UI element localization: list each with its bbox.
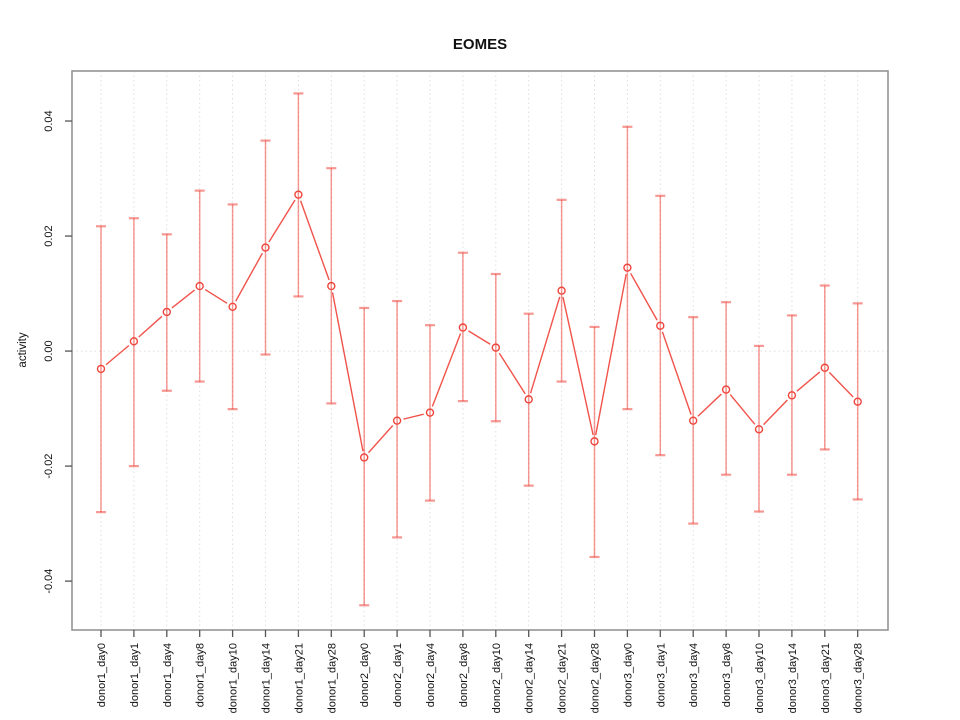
series-segment	[235, 252, 263, 302]
series-segment	[204, 288, 228, 304]
axis-layer: -0.04 -0.02 0.00 0.02 0.04 donor1_day0 donor1_…	[43, 110, 865, 713]
data-point	[656, 321, 665, 330]
x-tick-label: donor2_day0	[359, 643, 371, 707]
series-segment	[661, 331, 692, 415]
x-tick-label: donor2_day28	[590, 643, 602, 713]
x-tick-label: donor1_day1	[129, 643, 141, 707]
data-point	[689, 416, 698, 425]
series-segment	[796, 371, 821, 392]
data-point	[261, 243, 270, 252]
data-point	[754, 425, 764, 434]
x-tick-label: donor2_day10	[491, 643, 503, 713]
grid-layer	[72, 71, 888, 630]
series-segment	[138, 315, 163, 338]
data-point	[327, 281, 336, 291]
data-point	[195, 281, 204, 291]
data-point	[458, 323, 468, 332]
data-point	[129, 337, 139, 346]
x-tick-label: donor3_day14	[787, 643, 799, 713]
x-tick-label: donor1_day4	[162, 643, 174, 707]
x-tick-label: donor1_day14	[261, 643, 273, 713]
data-point-layer	[96, 190, 862, 462]
series-line-layer	[105, 199, 854, 454]
series-segment	[268, 199, 296, 243]
plot-frame-layer	[71, 70, 889, 631]
series-segment	[729, 394, 756, 425]
x-tick-label: donor3_day4	[688, 643, 700, 707]
x-tick-label: donor1_day21	[293, 643, 305, 713]
series-segment	[697, 393, 722, 417]
data-point	[425, 408, 435, 417]
x-tick-label: donor3_day1	[655, 643, 667, 707]
x-tick-label: donor3_day8	[721, 643, 733, 707]
y-tick-label: 0.04	[43, 110, 55, 131]
data-point	[787, 391, 797, 400]
chart-title: EOMES	[453, 36, 507, 53]
series-segment	[498, 352, 526, 395]
x-tick-label: donor2_day8	[458, 643, 470, 707]
data-point	[590, 437, 599, 446]
series-segment	[403, 413, 424, 420]
data-point	[853, 397, 862, 406]
data-point	[721, 385, 731, 394]
data-point	[96, 364, 106, 374]
x-tick-label: donor3_day10	[754, 643, 766, 713]
series-segment	[562, 296, 594, 436]
y-axis-label: activity	[17, 332, 29, 367]
series-segment	[105, 344, 130, 366]
series-segment	[468, 330, 491, 345]
series-segment	[828, 371, 854, 398]
series-segment	[629, 272, 658, 321]
data-point	[360, 453, 369, 462]
x-tick-label: donor3_day28	[853, 643, 865, 713]
data-point	[228, 302, 237, 311]
x-tick-label: donor1_day8	[195, 643, 207, 707]
y-tick-label: -0.02	[43, 454, 55, 479]
x-tick-label: donor2_day14	[524, 643, 536, 713]
x-tick-label: donor1_day10	[228, 643, 240, 713]
data-point	[820, 363, 829, 372]
x-tick-label: donor2_day4	[425, 643, 437, 707]
series-segment	[299, 200, 330, 281]
plot-frame	[71, 70, 889, 631]
series-segment	[331, 292, 364, 452]
y-tick-label: 0.00	[43, 340, 55, 361]
series-segment	[431, 333, 462, 407]
series-segment	[529, 296, 561, 394]
data-point	[162, 307, 172, 317]
series-segment	[368, 425, 394, 454]
data-point	[557, 286, 566, 295]
errorbar-layer	[96, 92, 863, 607]
data-point	[623, 263, 632, 272]
x-tick-label: donor1_day0	[96, 643, 108, 707]
x-tick-label: donor2_day1	[392, 643, 404, 707]
data-point	[491, 343, 500, 352]
x-tick-label: donor3_day21	[820, 643, 832, 713]
y-tick-label: 0.02	[43, 225, 55, 246]
x-tick-label: donor3_day0	[622, 643, 634, 707]
data-point	[294, 190, 303, 199]
series-segment	[763, 399, 788, 426]
series-segment	[595, 273, 627, 436]
data-point	[524, 395, 533, 404]
y-tick-label: -0.04	[43, 569, 55, 594]
x-tick-label: donor1_day28	[326, 643, 338, 713]
x-tick-label: donor2_day21	[557, 643, 569, 713]
series-segment	[171, 289, 196, 309]
data-point	[392, 416, 402, 425]
